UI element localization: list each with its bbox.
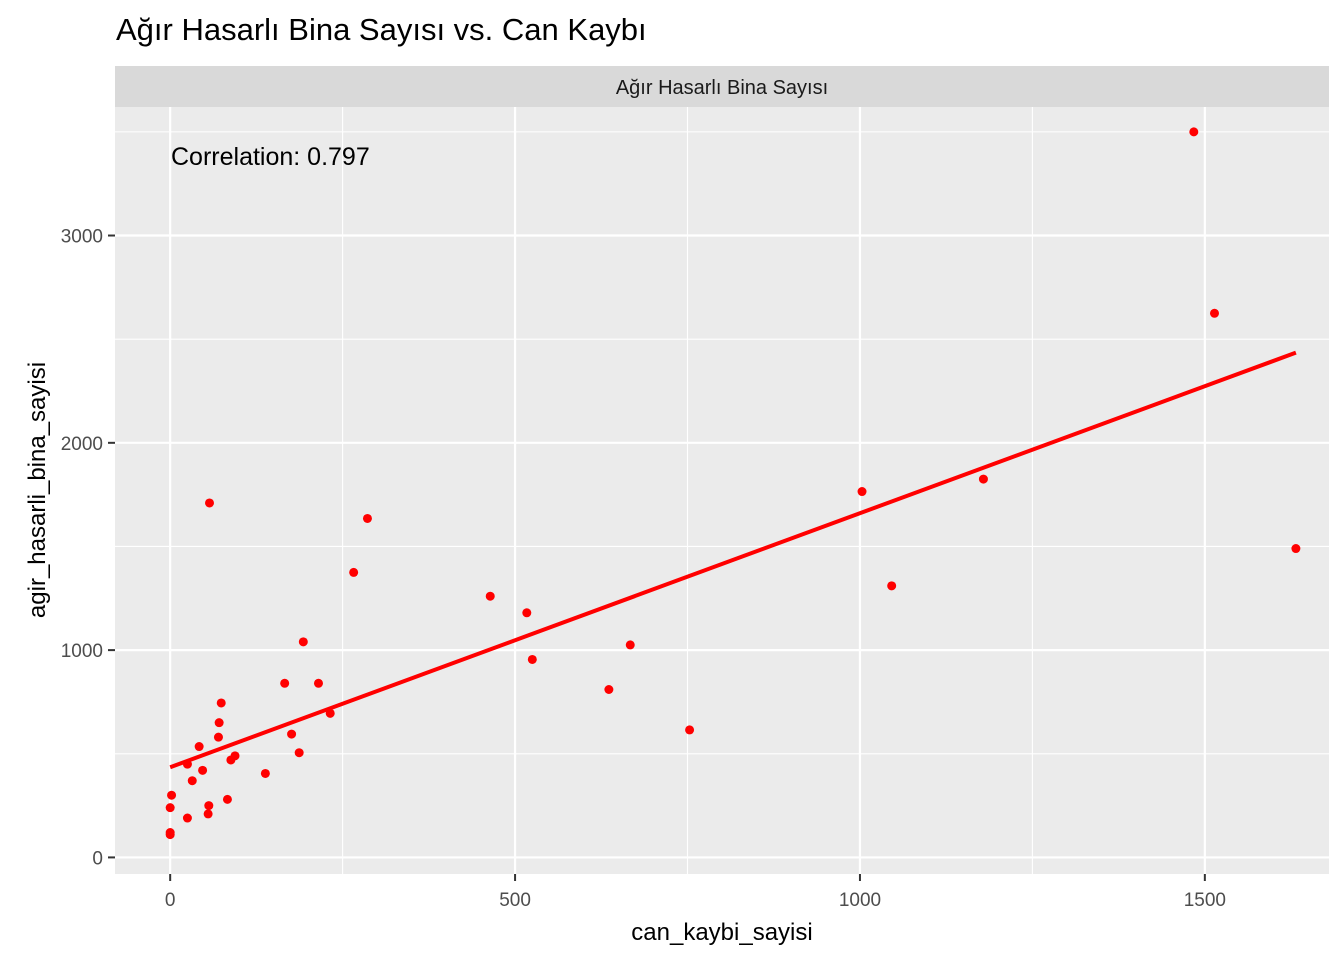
data-point — [887, 581, 897, 591]
data-point — [298, 637, 308, 647]
data-point — [522, 608, 532, 618]
data-point — [685, 725, 695, 735]
data-point — [203, 809, 213, 819]
y-axis-label: agir_hasarli_bina_sayisi — [24, 362, 51, 618]
axis-tick-labels: 0 500 1000 1500 0 1000 2000 3000 — [61, 227, 1226, 911]
data-point — [485, 591, 495, 601]
chart-title: Ağır Hasarlı Bina Sayısı vs. Can Kaybı — [116, 12, 647, 47]
data-point — [857, 487, 867, 497]
x-axis-label: can_kaybi_sayisi — [631, 919, 812, 946]
data-point — [204, 498, 214, 508]
data-points — [165, 127, 1301, 840]
data-point — [1209, 308, 1219, 318]
y-tick-label: 2000 — [61, 434, 103, 455]
data-point — [527, 654, 537, 664]
data-point — [260, 768, 270, 778]
data-point — [214, 718, 224, 728]
regression-line — [169, 350, 1297, 770]
plot-panel — [115, 107, 1329, 874]
data-point — [287, 729, 297, 739]
data-point — [165, 803, 175, 813]
x-tick-label: 0 — [165, 890, 176, 911]
x-tick-label: 1500 — [1184, 890, 1226, 911]
data-point — [165, 828, 175, 838]
data-point — [216, 698, 226, 708]
data-point — [230, 751, 240, 761]
data-point — [222, 794, 232, 804]
data-point — [187, 776, 197, 786]
data-point — [1291, 544, 1301, 554]
correlation-annotation: Correlation: 0.797 — [171, 143, 370, 171]
data-point — [204, 801, 214, 811]
data-point — [362, 513, 372, 523]
data-point — [1189, 127, 1199, 137]
data-point — [604, 685, 614, 695]
data-point — [349, 567, 359, 577]
data-point — [978, 474, 988, 484]
data-point — [213, 732, 223, 742]
facet-strip — [115, 66, 1329, 107]
data-point — [294, 748, 304, 758]
y-tick-label: 0 — [92, 848, 103, 869]
x-tick-label: 500 — [499, 890, 531, 911]
axis-ticks — [108, 234, 1206, 881]
data-point — [194, 742, 204, 752]
data-point — [182, 813, 192, 823]
facet-strip-label: Ağır Hasarlı Bina Sayısı — [616, 77, 828, 99]
data-point — [625, 640, 635, 650]
data-point — [280, 678, 290, 688]
y-tick-label: 3000 — [61, 227, 103, 248]
data-point — [313, 678, 323, 688]
data-point — [198, 765, 208, 775]
data-point — [167, 790, 177, 800]
x-tick-label: 1000 — [839, 890, 881, 911]
y-tick-label: 1000 — [61, 641, 103, 662]
